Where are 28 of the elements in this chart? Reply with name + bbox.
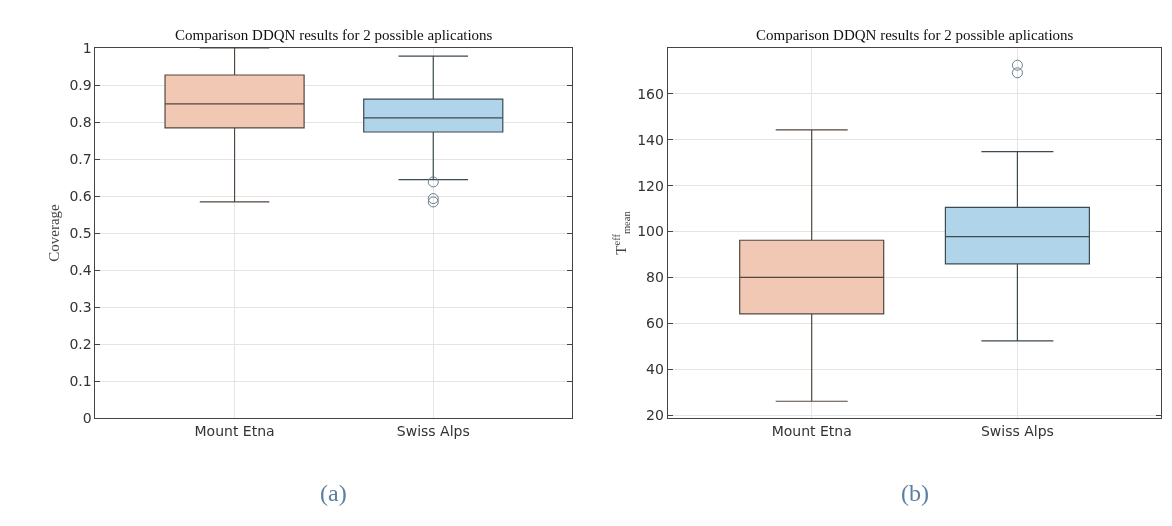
y-tick-label: 100 [637, 223, 664, 240]
y-tick-label: 160 [637, 85, 664, 102]
text: (a) [320, 480, 347, 506]
y-tick-label: 0.6 [69, 187, 92, 204]
y-tick-label: 0.2 [69, 335, 92, 352]
text: (b) [901, 480, 929, 506]
y-tick-label: 40 [646, 361, 664, 378]
y-tick-label: 60 [646, 315, 664, 332]
x-tick-label: Swiss Alps [396, 422, 470, 439]
y-tick-label: 1 [82, 39, 92, 56]
y-tick-label: 140 [637, 131, 664, 148]
chart-title: Comparison DDQN results for 2 possible aplications [175, 27, 493, 43]
x-tick-label: Mount Etna [771, 422, 852, 439]
y-tick-label: 20 [646, 406, 664, 423]
y-tick-label: 0.8 [69, 113, 92, 130]
y-tick-label: 0.5 [69, 224, 92, 241]
x-tick-label: Mount Etna [194, 422, 275, 439]
y-axis-title: Coverage [45, 203, 62, 262]
y-tick-label: 0 [82, 409, 92, 426]
y-tick-label: 0.7 [69, 150, 92, 167]
y-tick-label: 0.9 [69, 76, 92, 93]
y-tick-label: 0.3 [69, 298, 92, 315]
x-tick-label: Swiss Alps [980, 422, 1054, 439]
y-tick-label: 0.1 [69, 372, 92, 389]
y-tick-label: 80 [646, 269, 664, 286]
chart-title: Comparison DDQN results for 2 possible aplications [756, 27, 1074, 43]
y-tick-label: 120 [637, 177, 664, 194]
y-tick-label: 0.4 [69, 261, 92, 278]
